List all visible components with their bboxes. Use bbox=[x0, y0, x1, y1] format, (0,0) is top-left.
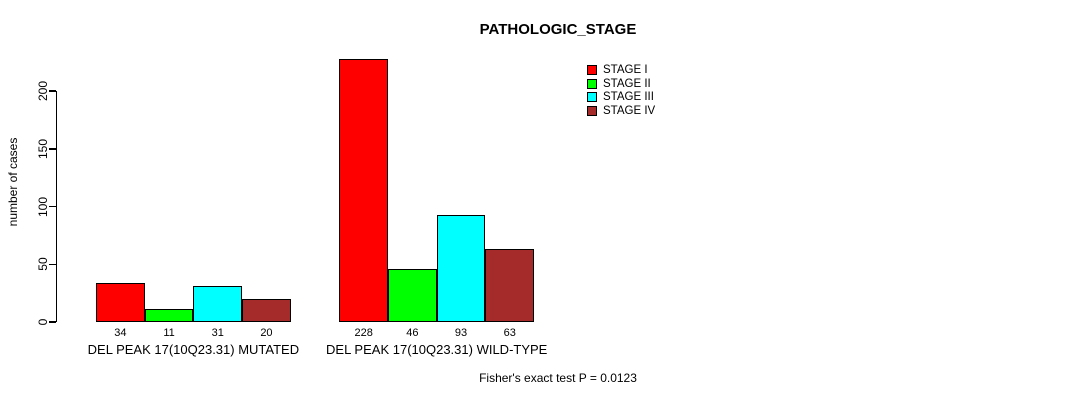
legend-label-stage-iv: STAGE IV bbox=[603, 104, 656, 117]
footnote-text: Fisher's exact test P = 0.0123 bbox=[479, 371, 637, 385]
y-axis-tick bbox=[48, 321, 56, 323]
y-axis-tick-label: 150 bbox=[36, 138, 50, 159]
bar-stage-i-group2 bbox=[339, 58, 388, 322]
y-axis-tick-label: 100 bbox=[36, 196, 50, 217]
x-axis-group-label-1: DEL PEAK 17(10Q23.31) MUTATED bbox=[87, 342, 300, 357]
legend-swatch-stage-ii-icon bbox=[587, 78, 597, 89]
y-axis-tick-label: 200 bbox=[36, 80, 50, 102]
legend-label-stage-i: STAGE I bbox=[603, 64, 648, 76]
bar-stage-iv-group2 bbox=[485, 249, 535, 322]
bar-stage-iii-group1 bbox=[193, 286, 243, 322]
bar-value-label: 31 bbox=[211, 327, 224, 339]
bar-value-label: 46 bbox=[406, 327, 419, 339]
bar-stage-i-group1 bbox=[96, 282, 145, 322]
legend-label-stage-iii: STAGE III bbox=[603, 91, 654, 103]
y-axis-label: number of cases bbox=[6, 137, 20, 227]
bar-stage-iv-group1 bbox=[242, 298, 291, 322]
y-axis-tick-label: 50 bbox=[36, 257, 50, 271]
bar-stage-ii-group1 bbox=[144, 309, 194, 322]
chart-title: PATHOLOGIC_STAGE bbox=[479, 21, 637, 38]
bar-value-label: 93 bbox=[454, 327, 468, 339]
bar-stage-iii-group2 bbox=[436, 214, 486, 322]
bar-value-label: 11 bbox=[163, 327, 175, 339]
y-axis-tick bbox=[48, 148, 56, 150]
legend-swatch-stage-iii-icon bbox=[587, 92, 597, 102]
legend-swatch-stage-iv-icon bbox=[587, 105, 597, 116]
y-axis-line bbox=[55, 91, 57, 322]
bar-value-label: 34 bbox=[114, 327, 127, 339]
y-axis-tick bbox=[48, 90, 56, 92]
bar-value-label: 20 bbox=[260, 327, 273, 339]
legend-swatch-stage-i-icon bbox=[587, 65, 597, 75]
bar-value-label: 63 bbox=[503, 327, 516, 339]
x-axis-group-label-2: DEL PEAK 17(10Q23.31) WILD-TYPE bbox=[326, 342, 548, 357]
legend-label-stage-ii: STAGE II bbox=[603, 77, 651, 90]
y-axis-tick-label: 0 bbox=[36, 318, 50, 326]
y-axis-tick bbox=[48, 205, 56, 208]
y-axis-tick bbox=[48, 263, 56, 265]
bar-stage-ii-group2 bbox=[388, 268, 437, 322]
bar-value-label: 228 bbox=[354, 327, 373, 339]
